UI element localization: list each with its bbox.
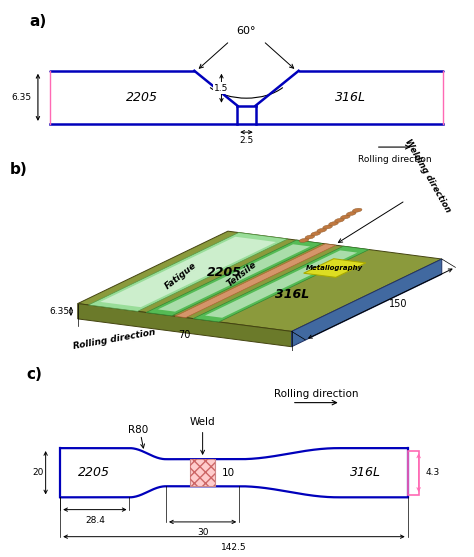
Bar	[191, 459, 215, 486]
Polygon shape	[78, 231, 442, 331]
Text: 20: 20	[33, 468, 44, 477]
Text: Weld: Weld	[190, 417, 216, 427]
Polygon shape	[304, 258, 366, 277]
Text: 28.4: 28.4	[85, 516, 105, 525]
Text: 316L: 316L	[335, 91, 366, 104]
Text: b): b)	[9, 162, 27, 177]
Ellipse shape	[346, 212, 356, 216]
Text: 1.5: 1.5	[214, 84, 228, 92]
Polygon shape	[193, 246, 369, 322]
Bar	[191, 459, 215, 486]
Text: Fatigue: Fatigue	[163, 261, 198, 291]
Text: 30: 30	[197, 528, 209, 537]
Text: 150: 150	[390, 299, 408, 309]
Text: 6.35: 6.35	[49, 307, 70, 316]
Text: Welding direction: Welding direction	[403, 137, 453, 214]
Text: Rolling direction: Rolling direction	[73, 328, 156, 350]
Ellipse shape	[340, 215, 350, 219]
Text: 2205: 2205	[207, 266, 242, 278]
Polygon shape	[292, 259, 442, 346]
Ellipse shape	[305, 235, 315, 239]
Text: 4.3: 4.3	[426, 468, 440, 477]
Text: 2.5: 2.5	[239, 136, 254, 145]
Ellipse shape	[317, 228, 327, 232]
Polygon shape	[89, 233, 288, 311]
Ellipse shape	[328, 222, 338, 226]
Text: 2205: 2205	[126, 91, 158, 104]
Ellipse shape	[352, 208, 362, 212]
Polygon shape	[175, 244, 336, 317]
Text: 142.5: 142.5	[221, 543, 247, 552]
Text: Tensile: Tensile	[225, 260, 258, 289]
Ellipse shape	[299, 238, 309, 242]
Text: 70: 70	[179, 330, 191, 340]
Text: Rolling direction: Rolling direction	[274, 389, 358, 399]
Bar	[408, 451, 419, 495]
Polygon shape	[205, 251, 357, 317]
Text: Metallography: Metallography	[306, 265, 364, 271]
Text: 316L: 316L	[274, 288, 309, 301]
Text: 316L: 316L	[349, 466, 381, 479]
Text: 6.35: 6.35	[11, 93, 32, 102]
Text: Rolling direction: Rolling direction	[358, 155, 431, 164]
Text: 2205: 2205	[78, 466, 110, 479]
Text: a): a)	[29, 14, 47, 30]
Text: c): c)	[26, 367, 42, 382]
Text: 10: 10	[222, 468, 235, 478]
Text: 60°: 60°	[237, 26, 256, 36]
Ellipse shape	[323, 225, 332, 229]
Ellipse shape	[311, 232, 320, 236]
Polygon shape	[78, 304, 292, 346]
Ellipse shape	[335, 218, 344, 222]
Polygon shape	[100, 237, 276, 307]
Polygon shape	[146, 240, 322, 316]
Polygon shape	[158, 244, 310, 312]
Text: R80: R80	[128, 424, 148, 434]
